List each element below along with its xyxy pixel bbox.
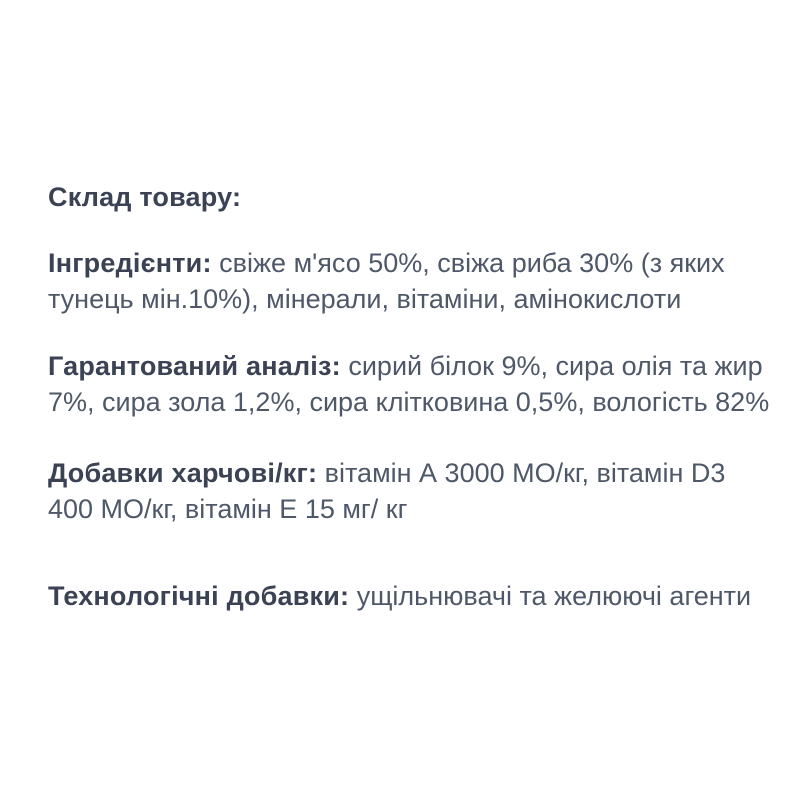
guaranteed-analysis-line-1: Гарантований аналіз: сирий білок 9%, сир… (48, 348, 790, 384)
nutritional-additives-line-1: Добавки харчові/кг: вітамін А 3000 МО/кг… (48, 455, 790, 491)
nutritional-additives-label: Добавки харчові/кг: (48, 458, 318, 488)
composition-title: Склад товару: (48, 182, 242, 212)
ingredients-text-1: свіже м'ясо 50%, свіжа риба 30% (з яких (219, 248, 725, 278)
ingredients-line-1: Інгредієнти: свіже м'ясо 50%, свіжа риба… (48, 245, 790, 281)
technological-additives-line-1: Технологічні добавки: ущільнювачі та жел… (48, 578, 790, 614)
nutritional-additives-text-1: вітамін А 3000 МО/кг, вітамін D3 (324, 458, 726, 488)
ingredients-paragraph: Інгредієнти: свіже м'ясо 50%, свіжа риба… (48, 245, 790, 317)
guaranteed-analysis-text-2: 7%, сира зола 1,2%, сира клітковина 0,5%… (48, 387, 770, 417)
guaranteed-analysis-label: Гарантований аналіз: (48, 351, 341, 381)
nutritional-additives-paragraph: Добавки харчові/кг: вітамін А 3000 МО/кг… (48, 455, 790, 527)
technological-additives-text-1: ущільнювачі та желюючі агенти (356, 581, 752, 611)
nutritional-additives-text-2: 400 МО/кг, вітамін Е 15 мг/ кг (48, 494, 408, 524)
technological-additives-label: Технологічні добавки: (48, 581, 350, 611)
technological-additives-paragraph: Технологічні добавки: ущільнювачі та жел… (48, 578, 790, 614)
guaranteed-analysis-paragraph: Гарантований аналіз: сирий білок 9%, сир… (48, 348, 790, 420)
guaranteed-analysis-text-1: сирий білок 9%, сира олія та жир (348, 351, 763, 381)
ingredients-label: Інгредієнти: (48, 248, 212, 278)
ingredients-text-2: тунець мін.10%), мінерали, вітаміни, амі… (48, 284, 682, 314)
